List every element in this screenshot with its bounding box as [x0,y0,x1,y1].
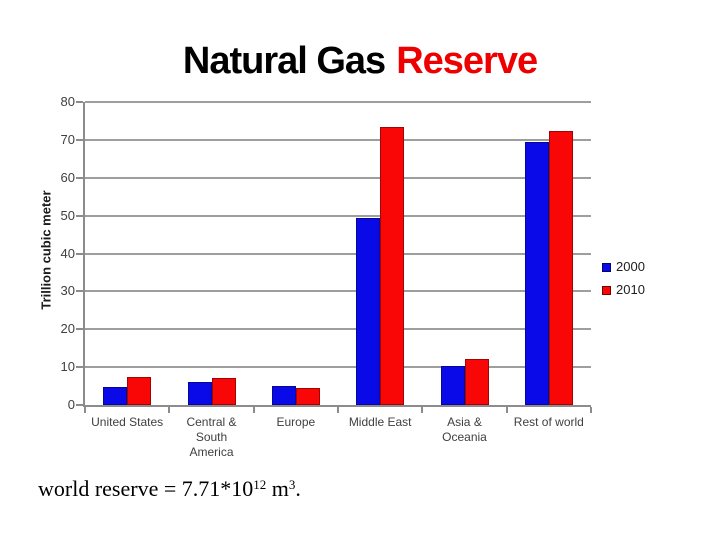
category-label-europe: Europe [254,415,338,430]
y-tick-mark-30 [76,290,83,293]
legend-swatch-2000 [602,262,611,272]
gridline-60 [85,176,591,179]
legend-label-2010: 2010 [616,282,645,297]
x-tick-mark-2 [252,407,255,413]
y-tick-mark-10 [76,366,83,369]
category-label-line: Middle East [348,415,412,429]
category-label-line: Rest of world [513,415,584,429]
category-label-central-south-america: Central & South America [169,415,253,460]
gridline-80 [85,101,591,103]
gridline-40 [85,252,591,255]
category-label-line: Central & [186,415,237,429]
category-label-line: South [195,430,228,444]
category-label-line: Asia & [447,415,482,429]
chart-legend: 2000 2010 [602,260,645,306]
x-tick-mark-4 [421,407,424,413]
legend-item-2000: 2000 [602,260,645,274]
y-tick-label-20: 20 [60,321,75,337]
y-tick-mark-70 [76,138,83,141]
chart-title: Natural Gas Reserve [0,40,720,83]
category-label-line: Oceania [442,430,487,444]
gridline-70 [85,138,591,141]
y-tick-label-70: 70 [60,131,75,147]
category-label-line: America [189,445,234,459]
y-tick-mark-60 [76,176,83,179]
legend-swatch-2010 [602,285,611,295]
footnote-world-reserve: world reserve = 7.71*1012 m3. [38,476,301,502]
category-label-rest-of-world: Rest of world [507,415,591,430]
bar-2010-rest-of-world [548,131,573,405]
bar-2000-rest-of-world [524,141,549,405]
footnote-unit-exponent: 3 [288,476,296,492]
category-label-line: Europe [276,415,316,429]
legend-item-2010: 2010 [602,283,645,297]
x-tick-mark-5 [505,407,508,413]
y-tick-mark-80 [76,101,83,103]
x-tick-mark-1 [168,407,171,413]
y-tick-label-40: 40 [60,245,75,261]
bar-2000-united-states [103,386,128,405]
legend-label-2000: 2000 [616,259,645,274]
gridline-30 [85,290,591,293]
y-tick-label-60: 60 [60,169,75,185]
x-tick-mark-0 [84,407,86,413]
footnote-exponent: 12 [253,476,267,492]
y-tick-label-30: 30 [60,283,75,299]
y-tick-mark-40 [76,252,83,255]
y-tick-label-50: 50 [60,207,75,223]
bar-2010-asia-oceania [464,358,489,405]
bar-2000-europe [271,386,296,405]
bar-2010-middle-east [380,126,405,405]
y-tick-mark-20 [76,328,83,331]
category-label-united-states: United States [85,415,169,430]
bar-2010-united-states [127,376,152,405]
category-label-middle-east: Middle East [338,415,422,430]
y-tick-mark-0 [76,404,83,406]
y-tick-mark-50 [76,214,83,217]
footnote-period: . [295,476,301,501]
chart-title-red: Reserve [396,40,538,82]
bar-2000-central-south-america [187,382,212,405]
gridline-20 [85,328,591,331]
bar-2010-europe [295,387,320,405]
gridline-10 [85,366,591,369]
y-tick-label-0: 0 [67,397,75,412]
category-label-asia-oceania: Asia & Oceania [422,415,506,445]
y-tick-label-80: 80 [60,94,75,109]
bar-2010-central-south-america [211,377,236,405]
gridline-50 [85,214,591,217]
bar-2000-asia-oceania [440,366,465,405]
footnote-unit: m [266,476,289,501]
bar-2000-middle-east [356,217,381,405]
x-tick-mark-6 [590,407,592,413]
category-label-line: United States [91,415,164,429]
y-tick-label-10: 10 [60,359,75,375]
x-tick-mark-3 [337,407,339,413]
chart-title-black: Natural Gas [182,40,386,82]
bar-chart-plot-area: 0 10 20 30 40 50 60 70 80 United States Central &… [61,94,592,459]
footnote-text: world reserve = 7.71*10 [38,476,254,501]
